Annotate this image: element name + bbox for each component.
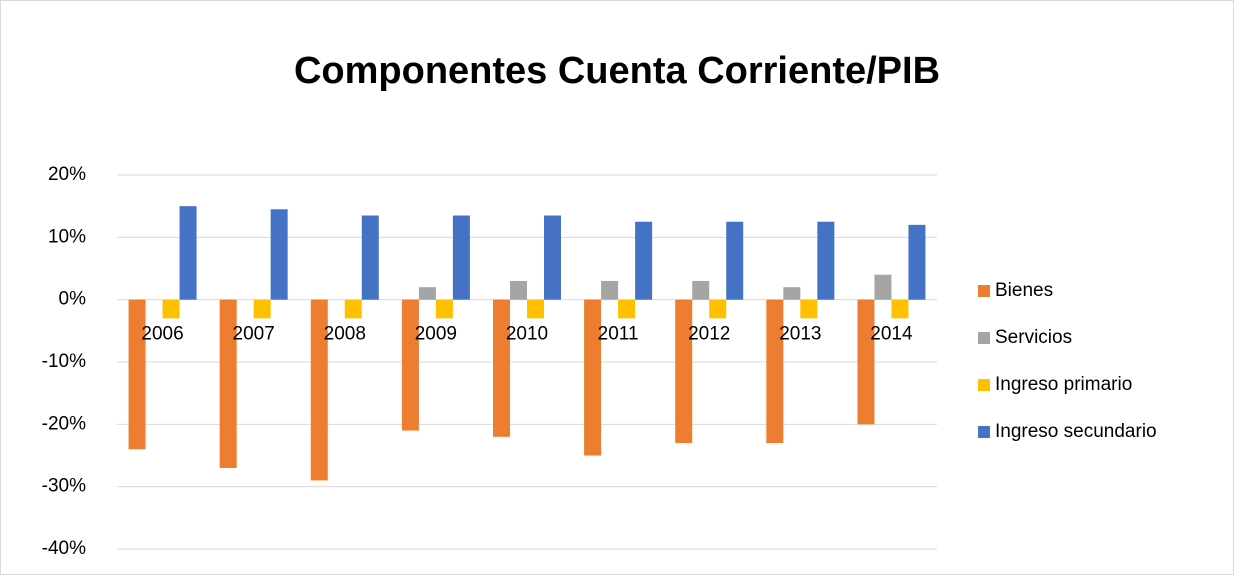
y-tick-label: -40% xyxy=(42,538,86,559)
x-tick-label: 2012 xyxy=(688,324,730,345)
bar xyxy=(726,221,744,300)
bar xyxy=(452,215,470,300)
bar xyxy=(418,287,436,300)
y-tick-label: 10% xyxy=(48,226,86,247)
bar xyxy=(310,299,328,481)
bar xyxy=(584,299,602,456)
x-tick-label: 2007 xyxy=(233,324,275,345)
legend-swatch xyxy=(978,426,990,438)
bar xyxy=(128,299,146,450)
legend-label: Bienes xyxy=(995,280,1053,301)
x-tick-label: 2013 xyxy=(779,324,821,345)
bar xyxy=(219,299,237,468)
bar xyxy=(800,299,818,319)
y-tick-label: -10% xyxy=(42,351,86,372)
bar xyxy=(601,280,619,300)
bar xyxy=(162,299,180,319)
bar xyxy=(857,299,875,425)
bar xyxy=(527,299,544,319)
bar xyxy=(692,280,710,300)
bar xyxy=(783,287,801,300)
bar xyxy=(709,299,727,319)
legend-label: Servicios xyxy=(995,327,1072,348)
y-tick-label: 0% xyxy=(59,289,87,310)
y-tick-label: -30% xyxy=(42,476,86,497)
x-tick-label: 2010 xyxy=(506,324,548,345)
x-tick-label: 2006 xyxy=(141,324,183,345)
bar xyxy=(401,299,419,431)
bar xyxy=(179,206,197,300)
x-tick-label: 2009 xyxy=(415,324,457,345)
y-tick-label: -20% xyxy=(42,413,86,434)
bar xyxy=(675,299,693,444)
legend-swatch xyxy=(978,332,990,344)
bar xyxy=(344,299,362,319)
bar xyxy=(510,280,527,300)
legend-swatch xyxy=(978,379,990,391)
bar xyxy=(908,224,926,300)
y-tick-label: 20% xyxy=(48,164,86,185)
legend-label: Ingreso primario xyxy=(995,374,1132,395)
x-tick-label: 2008 xyxy=(324,324,366,345)
bar xyxy=(618,299,636,319)
bar xyxy=(361,215,379,300)
bar xyxy=(435,299,453,319)
bar xyxy=(544,215,561,300)
legend-label: Ingreso secundario xyxy=(995,421,1157,442)
bar xyxy=(635,221,653,300)
bar xyxy=(891,299,909,319)
chart-title: Componentes Cuenta Corriente/PIB xyxy=(294,50,940,92)
x-tick-label: 2011 xyxy=(598,324,639,345)
x-tick-label: 2014 xyxy=(870,324,913,345)
bar xyxy=(253,299,271,319)
bar xyxy=(493,299,510,437)
bar xyxy=(874,274,892,300)
bar xyxy=(270,209,288,300)
bar xyxy=(766,299,784,444)
bar xyxy=(817,221,835,300)
legend-swatch xyxy=(978,285,990,297)
